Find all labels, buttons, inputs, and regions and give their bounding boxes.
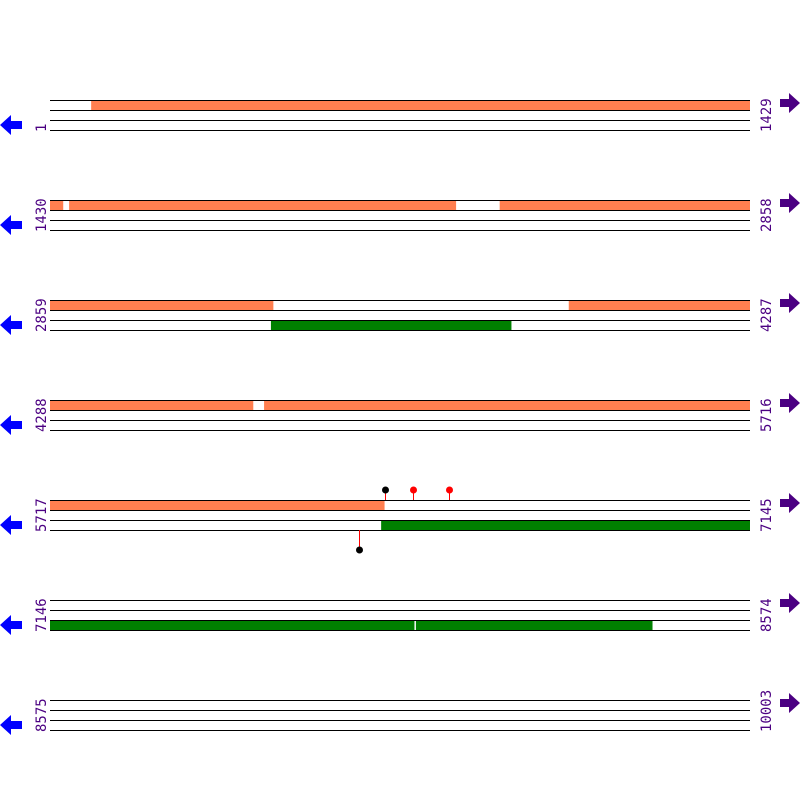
green-feature	[381, 520, 750, 530]
left-arrow-icon	[0, 515, 22, 535]
green-feature	[50, 620, 415, 630]
right-arrow-icon	[780, 593, 800, 613]
orange-feature	[264, 400, 750, 410]
map-row: 1430 2858	[0, 193, 800, 235]
left-arrow-icon	[0, 215, 22, 235]
orange-feature	[50, 300, 274, 310]
row-end-label: 7145	[759, 498, 775, 532]
green-feature	[415, 620, 653, 630]
map-row: 7146 8574	[0, 593, 800, 635]
right-arrow-icon	[780, 193, 800, 213]
right-arrow-icon	[780, 693, 800, 713]
left-arrow-icon	[0, 615, 22, 635]
green-feature	[270, 320, 512, 330]
right-arrow-icon	[780, 293, 800, 313]
right-arrow-icon	[780, 393, 800, 413]
map-row: 8575 10003	[0, 690, 800, 735]
orange-feature	[50, 500, 385, 510]
marker-dot	[446, 486, 453, 494]
orange-feature	[69, 200, 457, 210]
marker-dot	[410, 486, 417, 494]
map-row: 4288 5716	[0, 393, 800, 435]
left-arrow-icon	[0, 115, 22, 135]
orange-feature	[499, 200, 750, 210]
row-start-label: 1	[34, 124, 50, 132]
map-row: 2859 4287	[0, 293, 800, 335]
row-start-label: 7146	[34, 598, 50, 632]
right-arrow-icon	[780, 93, 800, 113]
row-end-label: 1429	[759, 98, 775, 132]
row-end-label: 8574	[759, 598, 775, 632]
map-row: 5717 7145	[0, 486, 800, 554]
row-start-label: 5717	[34, 498, 50, 532]
row-start-label: 1430	[34, 198, 50, 232]
orange-feature	[50, 400, 254, 410]
orange-feature	[91, 100, 751, 110]
row-end-label: 2858	[759, 198, 775, 232]
orange-feature	[50, 200, 64, 210]
right-arrow-icon	[780, 493, 800, 513]
row-end-label: 5716	[759, 398, 775, 432]
row-start-label: 2859	[34, 298, 50, 332]
map-row: 1 1429	[0, 93, 800, 135]
orange-feature	[568, 300, 750, 310]
left-arrow-icon	[0, 315, 22, 335]
row-start-label: 4288	[34, 398, 50, 432]
left-arrow-icon	[0, 415, 22, 435]
row-end-label: 10003	[759, 690, 775, 732]
row-end-label: 4287	[759, 298, 775, 332]
row-start-label: 8575	[34, 698, 50, 732]
marker-dot	[382, 486, 389, 494]
marker-dot	[356, 546, 363, 554]
left-arrow-icon	[0, 715, 22, 735]
